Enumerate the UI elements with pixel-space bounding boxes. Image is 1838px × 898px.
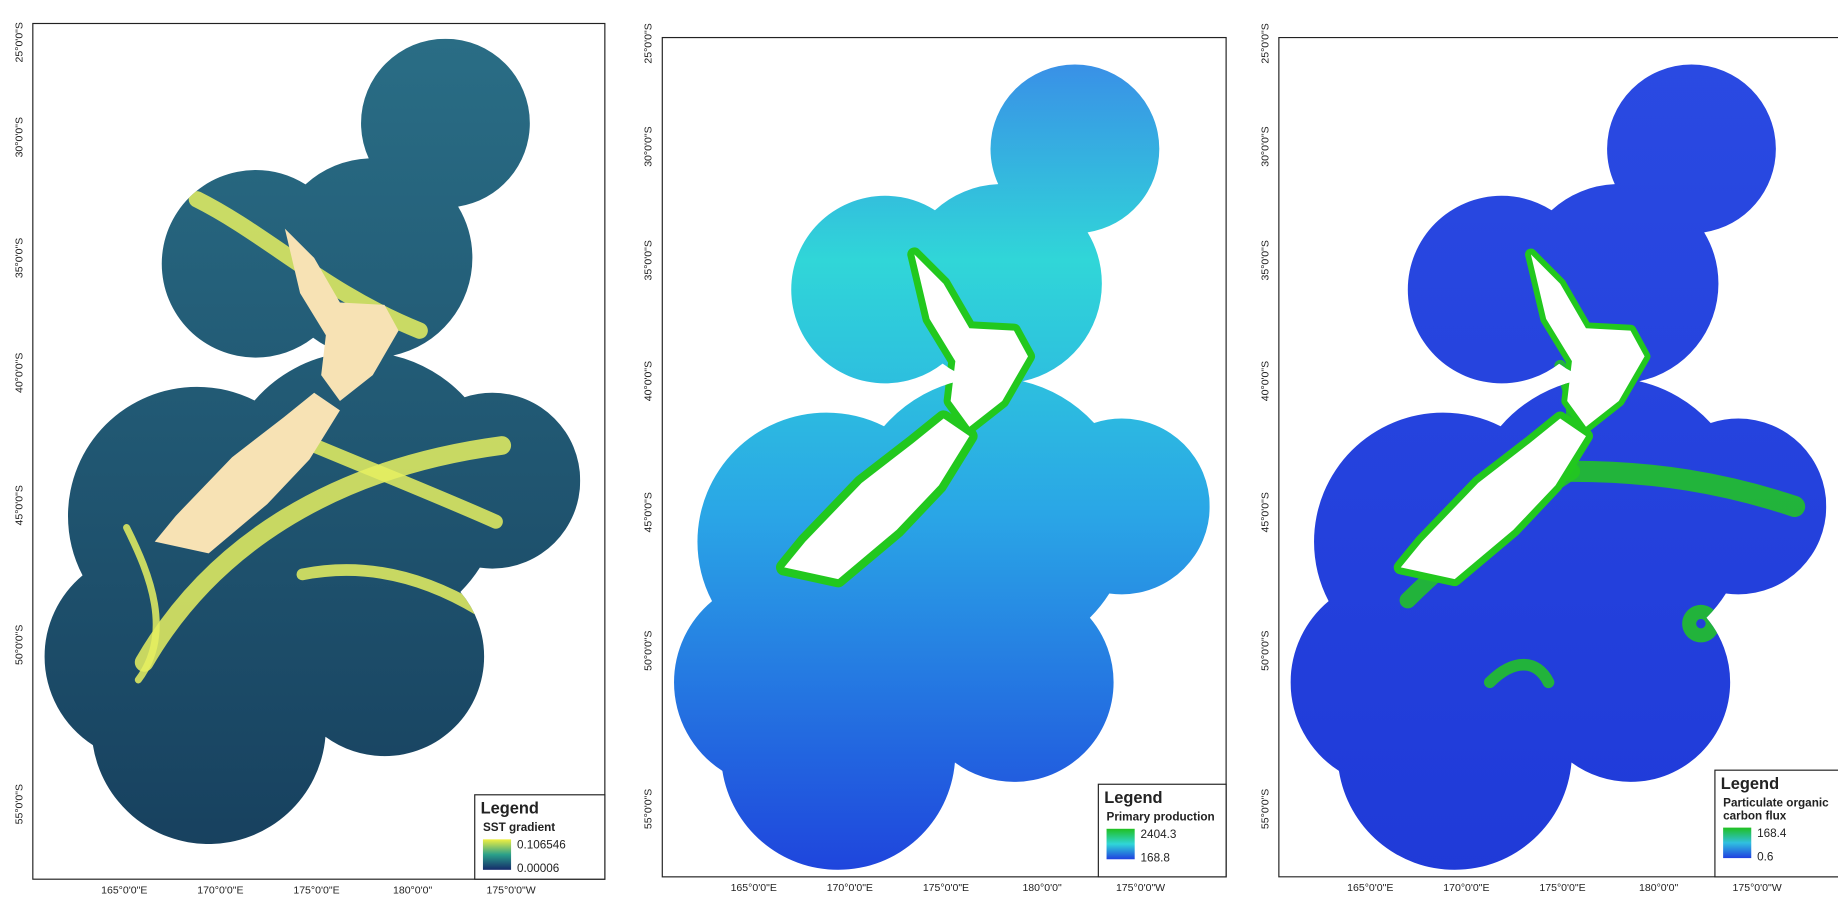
latitude-label: 40°0'0"S bbox=[643, 361, 655, 401]
map-frame bbox=[661, 36, 1227, 878]
longitude-label: 170°0'0"E bbox=[197, 884, 243, 896]
legend-heading: Legend bbox=[1104, 789, 1162, 807]
map-panel: 25°0'0"S 30°0'0"S 35°0'0"S 40°0'0"S 45°0'0"S… bbox=[13, 22, 606, 896]
latitude-label: 35°0'0"S bbox=[1259, 240, 1271, 280]
map-area bbox=[1290, 64, 1827, 870]
legend-min: 0.00006 bbox=[517, 862, 559, 875]
latitude-label: 50°0'0"S bbox=[643, 630, 655, 670]
legend-max: 168.4 bbox=[1757, 827, 1787, 840]
raster-streak bbox=[123, 524, 160, 684]
map-area bbox=[674, 64, 1210, 870]
latitude-label: 45°0'0"S bbox=[643, 492, 655, 532]
legend-title: SST gradient bbox=[483, 821, 555, 834]
legend-max: 2404.3 bbox=[1141, 828, 1177, 841]
longitude-label: 170°0'0"E bbox=[827, 882, 873, 894]
latitude-label: 35°0'0"S bbox=[643, 240, 655, 280]
latitude-label: 45°0'0"S bbox=[13, 485, 25, 525]
latitude-label: 55°0'0"S bbox=[13, 784, 25, 824]
longitude-label: 165°0'0"E bbox=[731, 882, 777, 894]
legend-box bbox=[1714, 769, 1838, 878]
map-area bbox=[44, 38, 581, 845]
map-frame bbox=[1278, 36, 1838, 878]
legend-heading: Legend bbox=[481, 800, 539, 818]
latitude-label: 25°0'0"S bbox=[1259, 23, 1271, 63]
land-north-island bbox=[1530, 254, 1645, 427]
raster-streak bbox=[1561, 460, 1806, 517]
latitude-label: 25°0'0"S bbox=[643, 23, 655, 63]
latitude-label: 45°0'0"S bbox=[1259, 492, 1271, 532]
land-south-island bbox=[154, 392, 340, 554]
latitude-label: 30°0'0"S bbox=[643, 126, 655, 166]
latitude-label: 50°0'0"S bbox=[13, 625, 25, 665]
legend-min: 168.8 bbox=[1141, 852, 1171, 865]
legend-heading: Legend bbox=[1721, 775, 1779, 793]
longitude-label: 170°0'0"E bbox=[1443, 882, 1489, 894]
longitude-label: 175°0'0"W bbox=[1733, 882, 1782, 894]
raster-streak bbox=[1483, 658, 1555, 689]
longitude-label: 175°0'0"E bbox=[293, 884, 339, 896]
longitude-label: 175°0'0"W bbox=[486, 884, 535, 896]
latitude-label: 35°0'0"S bbox=[13, 238, 25, 278]
latitude-label: 30°0'0"S bbox=[13, 117, 25, 157]
longitude-label: 175°0'0"E bbox=[1539, 882, 1585, 894]
legend-title: Primary production bbox=[1107, 811, 1215, 824]
longitude-label: 175°0'0"E bbox=[923, 882, 969, 894]
legend-swatch bbox=[482, 839, 512, 870]
map-panel: 25°0'0"S 30°0'0"S 35°0'0"S 40°0'0"S 45°0'0"S… bbox=[643, 23, 1227, 894]
latitude-label: 30°0'0"S bbox=[1259, 126, 1271, 166]
raster-streak bbox=[296, 564, 485, 616]
longitude-label: 165°0'0"E bbox=[101, 884, 147, 896]
land-north-island bbox=[914, 254, 1029, 427]
legend-title: carbon flux bbox=[1723, 809, 1787, 822]
land-south-island bbox=[784, 418, 970, 580]
map-panel: 25°0'0"S 30°0'0"S 35°0'0"S 40°0'0"S 45°0'0"S… bbox=[1259, 23, 1838, 894]
map-frame bbox=[32, 22, 606, 880]
land-south-island bbox=[1400, 418, 1586, 580]
longitude-label: 180°0'0" bbox=[393, 884, 433, 896]
latitude-label: 40°0'0"S bbox=[1259, 361, 1271, 401]
longitude-label: 180°0'0" bbox=[1639, 882, 1679, 894]
latitude-label: 55°0'0"S bbox=[643, 789, 655, 829]
latitude-label: 40°0'0"S bbox=[13, 353, 25, 393]
raster-streak bbox=[134, 436, 512, 672]
longitude-label: 180°0'0" bbox=[1022, 882, 1062, 894]
legend-max: 0.106546 bbox=[517, 839, 566, 852]
legend-swatch bbox=[1723, 827, 1752, 859]
longitude-label: 175°0'0"W bbox=[1116, 882, 1165, 894]
raster-streak bbox=[307, 438, 503, 529]
latitude-label: 50°0'0"S bbox=[1259, 630, 1271, 670]
legend-title: Particulate organic bbox=[1723, 797, 1829, 810]
latitude-label: 55°0'0"S bbox=[1259, 789, 1271, 829]
legend-min: 0.6 bbox=[1757, 850, 1773, 863]
land-north-island bbox=[284, 228, 399, 401]
latitude-label: 25°0'0"S bbox=[13, 22, 25, 62]
legend-swatch bbox=[1106, 828, 1135, 860]
longitude-label: 165°0'0"E bbox=[1347, 882, 1393, 894]
